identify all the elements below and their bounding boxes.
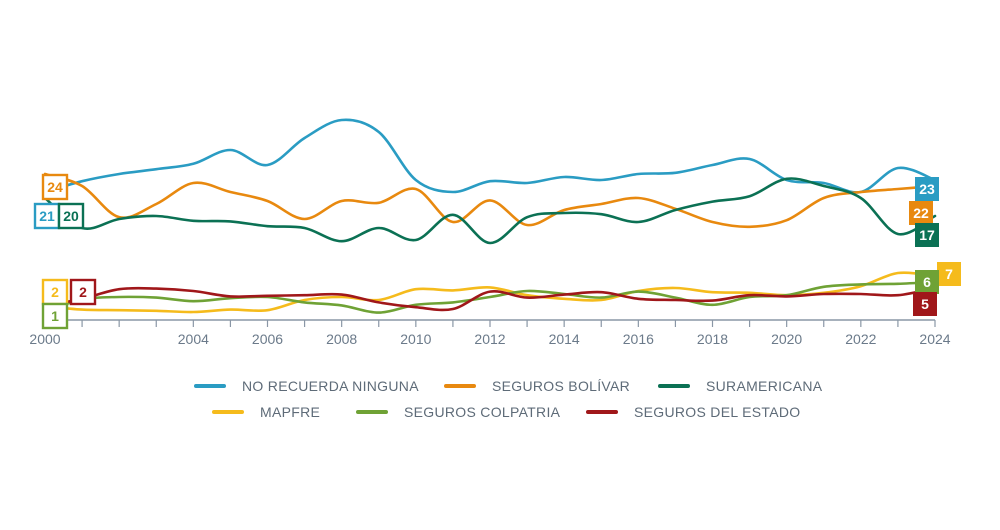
badge-start-no-recuerda-ninguna: 21 [33, 202, 61, 230]
badge-start-suramericana: 20 [57, 202, 85, 230]
badge-value: 7 [945, 266, 953, 282]
legend-item-seguros-del-estado[interactable]: SEGUROS DEL ESTADO [586, 404, 800, 420]
series-lines [43, 118, 937, 314]
series-line-seguros-bolivar [43, 172, 937, 229]
badge-value: 24 [47, 179, 63, 195]
badge-end-no-recuerda-ninguna: 23 [915, 177, 939, 201]
badge-box [41, 278, 69, 306]
badge-box [41, 302, 69, 330]
x-tick-label: 2000 [29, 331, 60, 347]
badge-box [913, 292, 937, 316]
x-tick-label: 2008 [326, 331, 357, 347]
legend-label: SEGUROS DEL ESTADO [634, 404, 800, 420]
legend-label: SEGUROS COLPATRIA [404, 404, 561, 420]
badge-value: 20 [63, 208, 79, 224]
badge-value: 6 [923, 274, 931, 290]
legend-item-suramericana[interactable]: SURAMERICANA [658, 378, 823, 394]
badge-end-seguros-del-estado: 5 [913, 292, 937, 316]
badge-end-mapfre: 7 [937, 262, 961, 286]
badge-start-mapfre: 2 [41, 278, 69, 306]
badge-start-seguros-colpatria: 1 [41, 302, 69, 330]
x-tick-label: 2020 [771, 331, 802, 347]
badge-value: 5 [921, 296, 929, 312]
series-line-seguros-del-estado [43, 286, 937, 312]
x-tick-label: 2024 [919, 331, 950, 347]
legend-item-mapfre[interactable]: MAPFRE [212, 404, 320, 420]
badge-box [41, 173, 69, 201]
x-tick-label: 2012 [474, 331, 505, 347]
badge-box [915, 177, 939, 201]
x-tick-label: 2022 [845, 331, 876, 347]
badge-box [57, 202, 85, 230]
badge-box [915, 223, 939, 247]
legend-label: NO RECUERDA NINGUNA [242, 378, 419, 394]
legend-label: MAPFRE [260, 404, 320, 420]
legend-label: SURAMERICANA [706, 378, 823, 394]
legend-item-no-recuerda-ninguna[interactable]: NO RECUERDA NINGUNA [194, 378, 419, 394]
series-line-no-recuerda-ninguna [43, 118, 937, 194]
badge-value: 17 [919, 227, 935, 243]
badge-value: 23 [919, 181, 935, 197]
x-tick-label: 2014 [549, 331, 580, 347]
legend-item-seguros-colpatria[interactable]: SEGUROS COLPATRIA [356, 404, 561, 420]
badge-end-suramericana: 17 [915, 223, 939, 247]
badge-start-seguros-bolivar: 24 [41, 173, 69, 201]
x-tick-label: 2018 [697, 331, 728, 347]
badge-end-seguros-colpatria: 6 [915, 270, 939, 294]
badge-box [69, 278, 97, 306]
x-axis: 2000 2004 2006 2008 2010 2012 2014 2016 2018 2020… [29, 319, 951, 347]
badge-end-seguros-bolivar: 22 [909, 201, 933, 225]
badge-box [915, 270, 939, 294]
x-tick-label: 2004 [178, 331, 209, 347]
badge-start-seguros-del-estado: 2 [69, 278, 97, 306]
legend: NO RECUERDA NINGUNA SEGUROS BOLÍVAR SURAME… [194, 378, 823, 420]
badge-value: 1 [51, 308, 59, 324]
badge-box [33, 202, 61, 230]
x-tick-label: 2016 [623, 331, 654, 347]
x-tick-label: 2006 [252, 331, 283, 347]
badge-box [937, 262, 961, 286]
badge-value: 2 [79, 284, 87, 300]
badge-box [909, 201, 933, 225]
badge-value: 2 [51, 284, 59, 300]
series-line-suramericana [43, 177, 937, 245]
x-tick-label: 2010 [400, 331, 431, 347]
legend-label: SEGUROS BOLÍVAR [492, 378, 630, 394]
legend-item-seguros-bolivar[interactable]: SEGUROS BOLÍVAR [444, 378, 630, 394]
badge-value: 21 [39, 208, 55, 224]
badge-value: 22 [913, 205, 929, 221]
